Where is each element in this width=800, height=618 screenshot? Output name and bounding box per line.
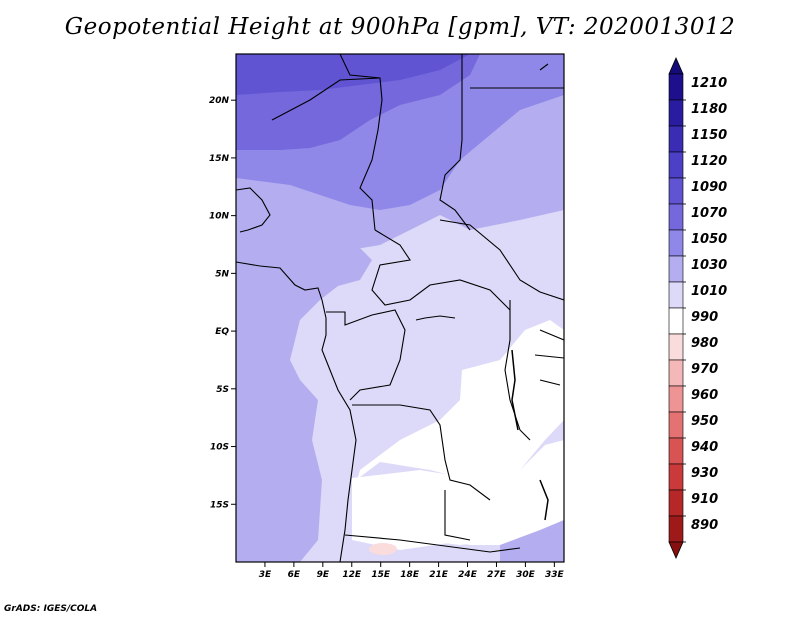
colorbar-label: 1210: [691, 76, 727, 91]
border-mali-niger: [271, 77, 381, 121]
colorbar-swatch: [668, 281, 684, 309]
border-namibia: [344, 534, 521, 553]
colorbar-swatch: [668, 385, 684, 413]
coast-northeast: [539, 63, 549, 71]
colorbar-label: 970: [691, 362, 718, 377]
colorbar-swatch: [668, 255, 684, 283]
colorbar-label: 930: [691, 466, 718, 481]
colorbar-swatch: [668, 73, 684, 101]
colorbar: 1210 1180 1150 1120 1090 1070 1050 1030 1010 990 9…: [668, 57, 727, 559]
border-niger-chad: [339, 54, 383, 231]
longitude-axis: 3E 6E 9E 12E 15E 18E 21E 24E 27E 30E 33E: [259, 562, 565, 580]
lon-tick-label: 9E: [317, 570, 330, 580]
latitude-axis: 20N 15N 10N 5N EQ 5S 10S 15S: [209, 96, 236, 510]
colorbar-label: 950: [691, 414, 718, 429]
border-car: [371, 229, 511, 311]
lat-tick-label: 10N: [209, 212, 230, 222]
map-title: Geopotential Height at 900hPa [gpm], VT:…: [64, 14, 736, 40]
colorbar-swatch: [668, 411, 684, 439]
colorbar-label: 1010: [691, 284, 727, 299]
shade-1030-1050-west: [236, 200, 372, 562]
colorbar-swatch: [668, 333, 684, 361]
colorbar-swatch: [668, 437, 684, 465]
lat-tick-label: 5N: [215, 269, 229, 279]
colorbar-swatch: [668, 151, 684, 179]
border-angola-drc: [352, 404, 491, 501]
border-drc-east: [504, 300, 531, 441]
lake-malawi: [539, 479, 549, 521]
colorbar-label: 1090: [691, 180, 727, 195]
border-chad-sudan: [439, 54, 471, 231]
lon-tick-label: 6E: [288, 570, 301, 580]
lon-tick-label: 24E: [458, 570, 478, 580]
border-zambia-angola: [444, 490, 471, 541]
colorbar-swatch: [668, 307, 684, 335]
lat-tick-label: EQ: [215, 327, 229, 337]
colorbar-label: 940: [691, 440, 718, 455]
colorbar-bottom-arrow: [668, 541, 684, 559]
lon-tick-label: 3E: [259, 570, 272, 580]
atlantic-coastline: [236, 261, 357, 562]
colorbar-swatch: [668, 229, 684, 257]
lake-tanganyika: [511, 349, 519, 431]
colorbar-label: 910: [691, 492, 718, 507]
lon-tick-label: 18E: [400, 570, 420, 580]
map-borders: [236, 54, 564, 562]
shade-1030-1050-southeast: [500, 520, 564, 562]
colorbar-swatch: [668, 203, 684, 231]
border-congo-gabon: [326, 309, 406, 401]
west-coast-north: [236, 187, 271, 233]
lon-tick-label: 21E: [429, 570, 449, 580]
colorbar-label: 1120: [691, 154, 727, 169]
lat-tick-label: 5S: [216, 385, 229, 395]
colorbar-label: 1070: [691, 206, 727, 221]
map-frame: [235, 53, 565, 563]
colorbar-label: 890: [691, 518, 718, 533]
colorbar-swatch: [668, 99, 684, 127]
colorbar-swatch: [668, 359, 684, 387]
height-field: [236, 54, 564, 562]
colorbar-swatch: [668, 489, 684, 517]
colorbar-label: 1030: [691, 258, 727, 273]
colorbar-swatch: [668, 515, 684, 543]
border-lakes-east: [534, 329, 564, 386]
colorbar-label: 980: [691, 336, 718, 351]
colorbar-swatch: [668, 125, 684, 153]
shade-1090-1120: [236, 54, 470, 95]
lon-tick-label: 27E: [487, 570, 507, 580]
lon-tick-label: 33E: [545, 570, 565, 580]
shade-980-990-patch: [369, 543, 397, 555]
colorbar-label: 1150: [691, 128, 727, 143]
lon-tick-label: 15E: [371, 570, 391, 580]
colorbar-label: 960: [691, 388, 718, 403]
colorbar-label: 1050: [691, 232, 727, 247]
colorbar-swatch: [668, 177, 684, 205]
lat-tick-label: 10S: [210, 443, 229, 453]
lon-tick-label: 30E: [516, 570, 536, 580]
lon-tick-label: 12E: [342, 570, 362, 580]
shade-990-1010: [352, 320, 564, 550]
shade-990-1010-south: [352, 440, 564, 545]
lat-tick-label: 15S: [210, 500, 229, 510]
colorbar-label: 990: [691, 310, 718, 325]
lat-tick-label: 20N: [209, 96, 230, 106]
colorbar-label: 1180: [691, 102, 727, 117]
river-congo: [415, 315, 456, 321]
border-south-sudan: [439, 219, 564, 301]
grads-credit: GrADS: IGES/COLA: [4, 604, 98, 614]
lat-tick-label: 15N: [209, 154, 230, 164]
colorbar-swatch: [668, 463, 684, 491]
colorbar-top-arrow: [668, 57, 684, 75]
